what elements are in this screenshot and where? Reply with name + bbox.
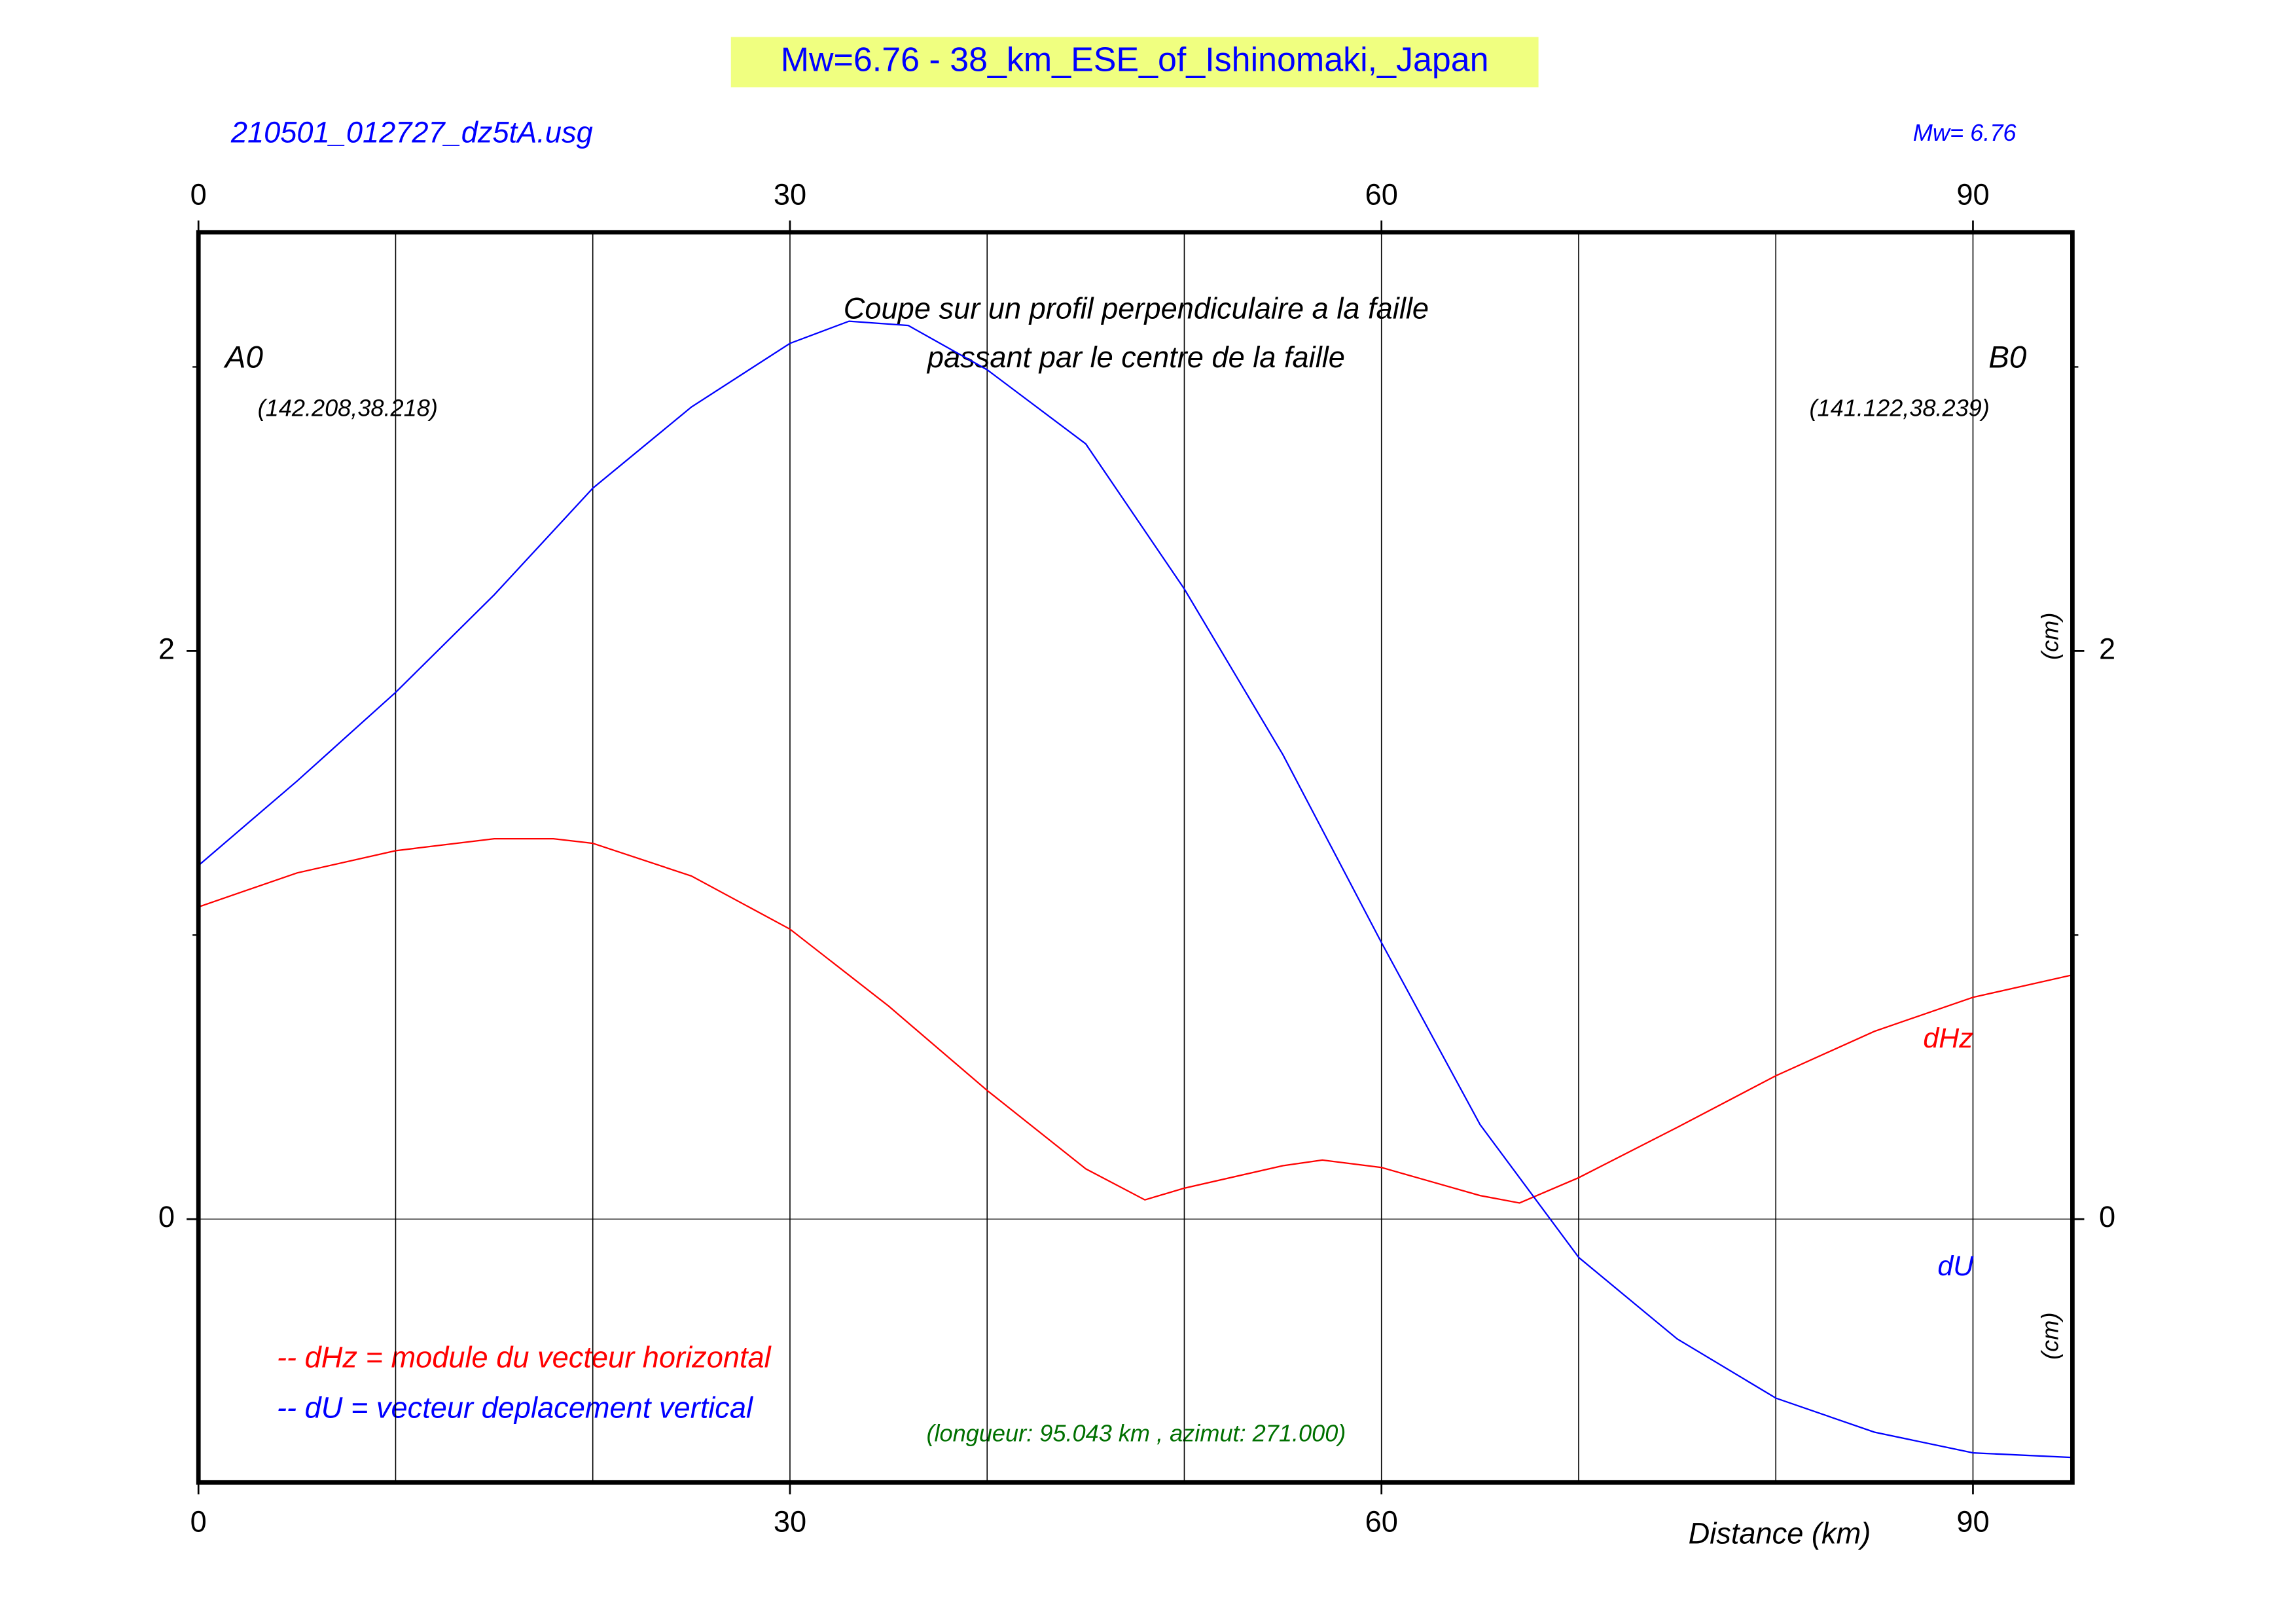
end-label: B0 (1988, 340, 2026, 375)
legend-entry: -- dU = vecteur deplacement vertical (277, 1391, 754, 1425)
x-tick-label: 90 (1956, 177, 1989, 211)
end-coords: (141.122,38.239) (1810, 395, 1990, 422)
start-coords: (142.208,38.218) (258, 395, 438, 422)
y-tick-label: 2 (158, 632, 175, 665)
x-axis-label: Distance (km) (1689, 1517, 1871, 1550)
series-label: dU (1937, 1250, 1974, 1282)
legend-entry: -- dHz = module du vecteur horizontal (277, 1341, 772, 1374)
data-line (198, 837, 2072, 1204)
y-unit-label: (cm) (2036, 613, 2063, 660)
x-tick-label: 30 (774, 1505, 806, 1539)
chart-title: Mw=6.76 - 38_km_ESE_of_Ishinomaki,_Japan (781, 41, 1489, 79)
start-label: A0 (223, 340, 263, 375)
profile-info: (longueur: 95.043 km , azimut: 271.000) (926, 1420, 1346, 1447)
x-tick-label: 0 (190, 1505, 207, 1539)
y-tick-label: 0 (158, 1200, 175, 1233)
y-tick-label: 2 (2099, 632, 2115, 665)
plot-frame (196, 230, 2075, 1485)
x-tick-label: 60 (1365, 1505, 1398, 1539)
file-label: 210501_012727_dz5tA.usg (230, 116, 593, 149)
annotation: passant par le centre de la faille (926, 340, 1345, 374)
annotation: Coupe sur un profil perpendiculaire a la… (844, 291, 1429, 325)
y-unit-label: (cm) (2036, 1312, 2063, 1359)
x-tick-label: 30 (774, 177, 806, 211)
x-tick-label: 0 (190, 177, 207, 211)
series-label: dHz (1923, 1023, 1973, 1054)
data-line (198, 320, 2072, 1459)
magnitude-label: Mw= 6.76 (1913, 119, 2017, 146)
title-background (730, 37, 1539, 88)
x-tick-label: 60 (1365, 177, 1398, 211)
y-tick-label: 0 (2099, 1200, 2115, 1233)
x-tick-label: 90 (1956, 1505, 1989, 1539)
